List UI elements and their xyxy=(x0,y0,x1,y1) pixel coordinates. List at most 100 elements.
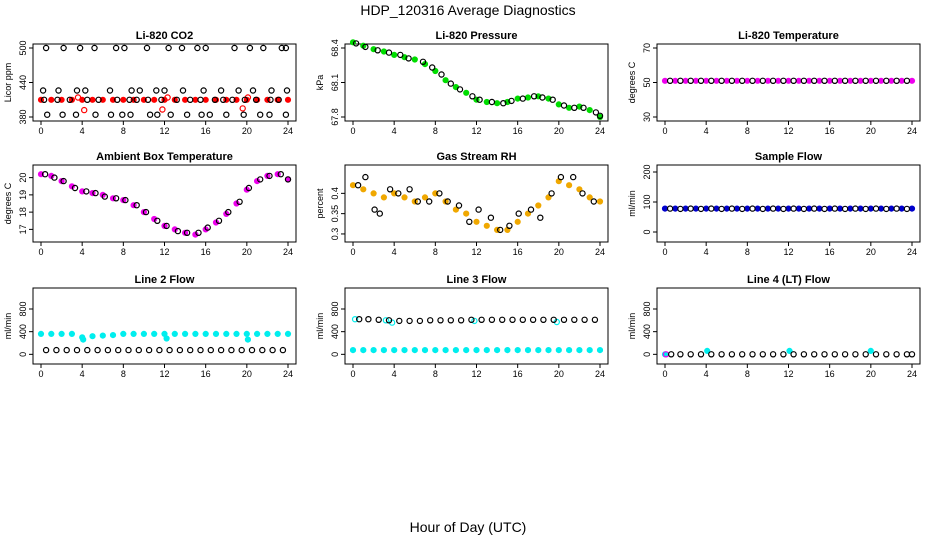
data-point xyxy=(233,200,240,207)
data-point xyxy=(252,96,260,104)
data-point xyxy=(241,96,248,104)
data-point xyxy=(785,205,792,212)
data-point xyxy=(739,351,746,358)
data-point xyxy=(898,205,905,212)
data-point xyxy=(122,196,129,204)
data-point xyxy=(174,227,182,235)
data-point xyxy=(414,198,421,205)
data-point xyxy=(580,104,587,112)
series-mid-samples xyxy=(39,87,291,94)
y-tick-label: 400 xyxy=(642,324,652,339)
data-point xyxy=(488,316,496,323)
y-tick-label: 380 xyxy=(18,109,28,124)
x-tick-label: 8 xyxy=(745,247,750,257)
x-tick-label: 4 xyxy=(704,247,709,257)
data-point xyxy=(836,205,844,212)
data-point xyxy=(411,347,418,354)
data-point xyxy=(375,316,382,323)
x-tick-label: 20 xyxy=(242,247,252,257)
panel-li-820-temperature: Li-820 Temperature 0 4 8 12 16 20 24 30 50 70 degre… xyxy=(627,30,921,136)
data-point xyxy=(800,205,808,213)
data-point xyxy=(545,347,552,354)
data-point xyxy=(238,346,245,354)
data-point xyxy=(560,102,568,109)
data-point xyxy=(579,190,586,197)
data-point xyxy=(356,316,363,323)
data-point xyxy=(211,96,219,104)
data-point xyxy=(504,347,511,354)
data-point xyxy=(666,205,674,212)
data-point xyxy=(739,205,746,213)
data-point xyxy=(687,205,694,212)
x-tick-label: 4 xyxy=(392,126,397,136)
data-point xyxy=(759,77,767,85)
data-point xyxy=(811,205,818,212)
data-point xyxy=(821,205,828,213)
data-point xyxy=(354,181,362,189)
data-point xyxy=(555,347,562,354)
data-point xyxy=(107,111,115,118)
data-point xyxy=(171,330,178,337)
data-point xyxy=(145,346,153,354)
data-point xyxy=(524,94,532,101)
data-point xyxy=(202,96,209,103)
data-point xyxy=(816,77,823,84)
data-point xyxy=(66,96,74,104)
data-point xyxy=(723,205,730,212)
data-point xyxy=(219,96,227,104)
data-point xyxy=(878,205,885,212)
data-point xyxy=(596,112,604,120)
data-point xyxy=(514,218,521,225)
data-point xyxy=(202,44,209,52)
data-point xyxy=(382,317,390,324)
data-point xyxy=(89,96,96,103)
data-point xyxy=(723,77,730,84)
data-point xyxy=(161,87,168,94)
data-point xyxy=(571,316,578,323)
x-tick-label: 12 xyxy=(783,126,793,136)
data-point xyxy=(397,51,404,59)
data-point xyxy=(362,173,369,181)
data-point xyxy=(143,44,151,52)
data-point xyxy=(759,205,767,213)
data-point xyxy=(91,44,98,52)
data-point xyxy=(775,205,782,212)
data-point xyxy=(225,208,232,216)
data-point xyxy=(535,202,542,209)
x-tick-label: 8 xyxy=(121,369,126,379)
data-point xyxy=(769,77,777,85)
series-other-lines xyxy=(668,351,916,358)
data-point xyxy=(112,195,120,202)
data-point xyxy=(471,317,478,325)
data-point xyxy=(780,351,787,358)
data-point xyxy=(566,104,573,111)
x-tick-label: 16 xyxy=(825,126,835,136)
data-point xyxy=(759,351,767,358)
y-tick-label: 68.1 xyxy=(330,74,340,92)
data-point xyxy=(545,194,552,201)
series-line-3-open-cyan xyxy=(351,316,561,326)
data-point xyxy=(903,205,911,213)
data-point xyxy=(178,44,186,52)
data-point xyxy=(239,105,246,112)
data-point xyxy=(195,229,202,236)
data-point xyxy=(527,206,535,213)
data-point xyxy=(508,97,515,105)
data-point xyxy=(447,80,454,87)
data-point xyxy=(672,77,679,84)
x-tick-label: 12 xyxy=(471,369,481,379)
data-point xyxy=(780,205,787,213)
data-point xyxy=(176,346,184,354)
data-point xyxy=(53,346,60,354)
y-tick-label: 400 xyxy=(330,324,340,339)
x-tick-label: 20 xyxy=(242,126,252,136)
panel-title: Ambient Box Temperature xyxy=(96,151,233,163)
data-point xyxy=(44,111,51,118)
data-point xyxy=(264,330,271,337)
x-tick-label: 12 xyxy=(783,369,793,379)
y-tick-label: 800 xyxy=(18,301,28,316)
data-point xyxy=(821,77,828,85)
data-point xyxy=(852,77,859,85)
data-point xyxy=(548,190,555,197)
x-tick-label: 24 xyxy=(907,247,917,257)
